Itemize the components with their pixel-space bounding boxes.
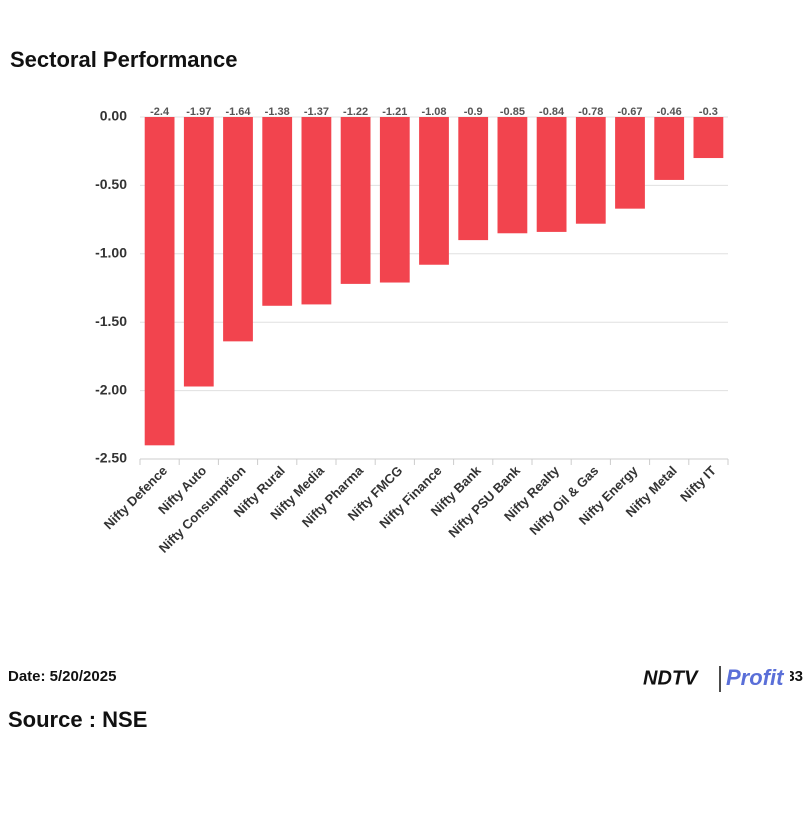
- bar: [497, 117, 528, 234]
- bar: [654, 117, 685, 180]
- y-tick-label: 0.00: [100, 108, 127, 124]
- y-tick-label: -2.00: [95, 381, 127, 397]
- value-label: -0.9: [464, 106, 483, 118]
- source: Source : NSE: [8, 707, 147, 732]
- value-label: -1.64: [225, 106, 251, 118]
- value-label: -0.84: [539, 106, 565, 118]
- value-label: -1.21: [382, 106, 407, 118]
- logo-bg: [640, 664, 790, 692]
- value-label: -0.46: [657, 106, 682, 118]
- bar: [693, 117, 724, 159]
- bar: [615, 117, 645, 209]
- value-label: -1.38: [265, 106, 290, 118]
- bar: [575, 117, 606, 224]
- bar: [262, 117, 293, 306]
- bar: [183, 117, 214, 387]
- bar: [458, 117, 489, 241]
- value-label: -1.97: [186, 106, 211, 118]
- date: Date: 5/20/2025: [8, 668, 116, 685]
- bar: [340, 117, 371, 284]
- bar: [144, 117, 175, 446]
- bar: [419, 117, 449, 265]
- chart-title: Sectoral Performance: [10, 47, 237, 72]
- value-label: -0.67: [617, 106, 642, 118]
- bar: [223, 117, 253, 342]
- y-tick-label: -1.50: [95, 313, 127, 329]
- value-label: -1.08: [421, 106, 446, 118]
- bar: [536, 117, 567, 232]
- logo-left: NDTV: [643, 667, 699, 689]
- bar: [379, 117, 410, 283]
- value-label: -0.78: [578, 106, 603, 118]
- value-label: -1.22: [343, 106, 368, 118]
- value-label: -2.4: [150, 106, 170, 118]
- x-tick-label: Nifty IT: [677, 463, 719, 505]
- value-label: -0.85: [500, 106, 525, 118]
- x-tick-label: Nifty Defence: [101, 463, 170, 532]
- logo-right: Profit: [726, 665, 785, 690]
- bar: [301, 117, 332, 305]
- y-tick-label: -2.50: [95, 450, 127, 466]
- value-label: -0.3: [699, 106, 718, 118]
- y-tick-label: -0.50: [95, 176, 127, 192]
- y-tick-label: -1.00: [95, 245, 127, 261]
- x-tick-label: Nifty Oil & Gas: [526, 463, 601, 538]
- value-label: -1.37: [304, 106, 329, 118]
